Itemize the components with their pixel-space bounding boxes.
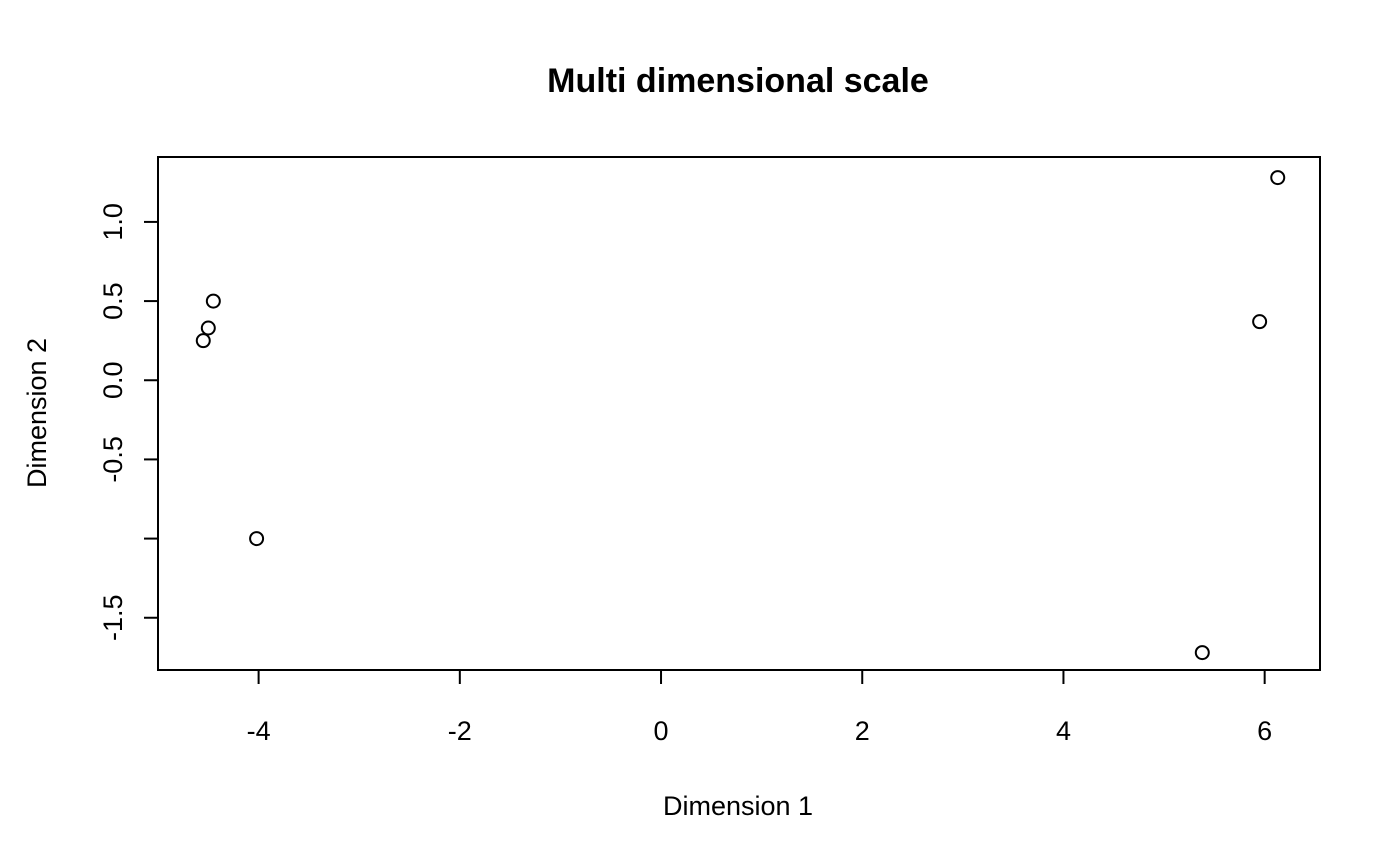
plot-area-frame	[157, 156, 1321, 671]
data-point	[249, 531, 265, 547]
y-axis-label: Dimension 2	[22, 338, 52, 488]
x-tick-label: 2	[855, 716, 870, 746]
x-tick-label: -2	[448, 716, 472, 746]
y-tick-label: 0.0	[98, 361, 128, 399]
x-axis: -4 -2 0 2 4 6	[247, 669, 1272, 746]
x-tick-label: 0	[654, 716, 669, 746]
data-point	[200, 320, 216, 336]
data-point	[1194, 645, 1210, 661]
y-tick-label: 0.5	[98, 282, 128, 320]
data-point	[1252, 314, 1268, 330]
x-axis-label: Dimension 1	[663, 791, 813, 821]
y-tick-label: -0.5	[98, 436, 128, 483]
x-tick-label: 4	[1056, 716, 1071, 746]
data-point	[195, 333, 211, 349]
data-point	[205, 293, 221, 309]
chart-title: Multi dimensional scale	[547, 62, 929, 100]
x-tick-label: 6	[1257, 716, 1272, 746]
data-point	[1270, 170, 1286, 186]
y-axis: -1.5 -0.5 0.0 0.5 1.0	[98, 203, 159, 641]
y-tick-label: -1.5	[98, 594, 128, 641]
y-tick-label: 1.0	[98, 203, 128, 241]
x-tick-label: -4	[247, 716, 271, 746]
data-points	[195, 170, 1286, 661]
